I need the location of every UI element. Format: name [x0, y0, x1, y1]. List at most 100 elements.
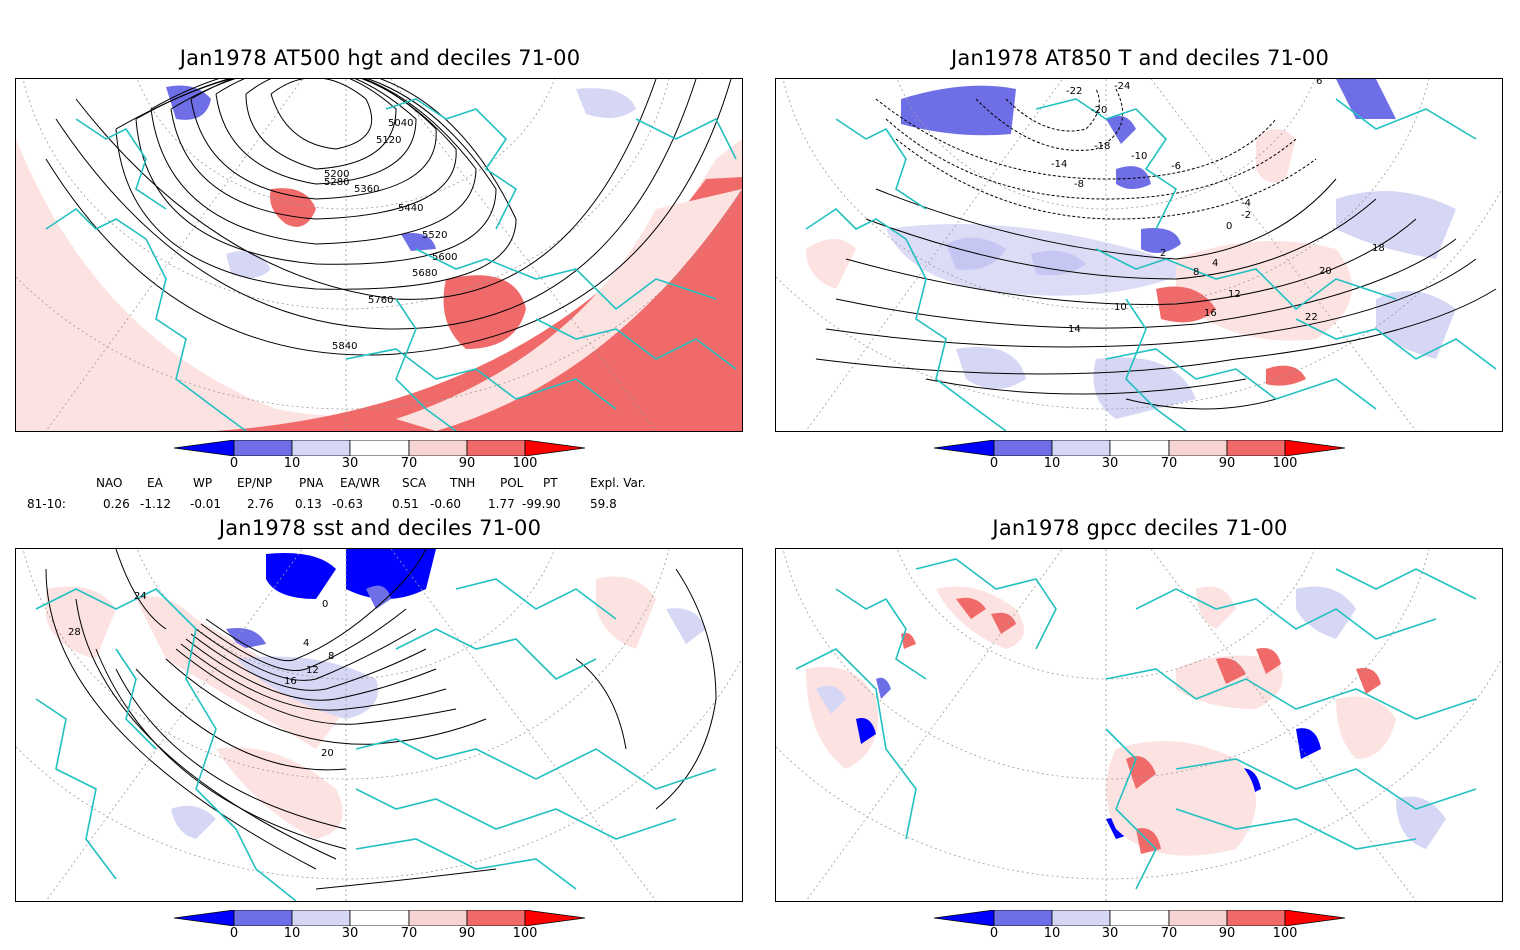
contour-label: 28: [68, 627, 81, 638]
contour-label: -2: [1241, 210, 1251, 221]
colorbar-tick: 100: [512, 926, 538, 941]
contour-label: 8: [328, 651, 334, 662]
colorbar-tick: 100: [1272, 456, 1298, 471]
colorbar-tick: 30: [1101, 456, 1119, 471]
colorbar-tick: 90: [458, 456, 476, 471]
colorbar-tick: 0: [989, 926, 999, 941]
index-header: EP/NP: [237, 476, 273, 490]
contour-label: 5520: [422, 230, 447, 241]
contour-label: 5200: [324, 169, 349, 180]
contour-label: 22: [1305, 312, 1318, 323]
map-t850: -24 -22 -20 -18 -14 -10 -8 -6 -4 -2 0 2 …: [776, 79, 1502, 431]
index-value: 0.51: [392, 497, 419, 511]
contour-label: 4: [303, 638, 309, 649]
map-panel-sst[interactable]: 0 4 8 12 16 20 24 28: [15, 548, 743, 902]
colorbar-tick: 10: [1043, 926, 1061, 941]
colorbar-hgt500: 0 10 30 70 90 100: [174, 440, 586, 480]
contour-label: -18: [1094, 141, 1110, 152]
colorbar-tick: 70: [1160, 456, 1178, 471]
contour-label: 5440: [398, 203, 423, 214]
map-gpcc: [776, 549, 1502, 901]
contour-label: 0: [1226, 221, 1232, 232]
contour-label: 5760: [368, 295, 393, 306]
contour-label: -14: [1051, 159, 1067, 170]
index-value: -0.60: [430, 497, 462, 511]
contour-label: -10: [1131, 151, 1147, 162]
map-panel-hgt500[interactable]: 5040 5120 5200 5280 5360 5440 5520 5600 …: [15, 78, 743, 432]
colorbar-tick: 100: [1272, 926, 1298, 941]
index-value: -0.01: [190, 497, 222, 511]
index-header: EA: [147, 476, 163, 490]
panel-title-hgt500: Jan1978 AT500 hgt and deciles 71-00: [179, 46, 581, 70]
index-header: SCA: [402, 476, 427, 490]
index-header: POL: [500, 476, 524, 490]
contour-label: 18: [1372, 243, 1385, 254]
contour-label: 5680: [412, 268, 437, 279]
index-value: -1.12: [140, 497, 172, 511]
contour-label: 5120: [376, 135, 401, 146]
colorbar-tick: 0: [229, 926, 239, 941]
panel-title-gpcc: Jan1978 gpcc deciles 71-00: [992, 516, 1288, 540]
contour-label: 14: [1068, 324, 1081, 335]
colorbar-tick: 30: [1101, 926, 1119, 941]
colorbar-t850: 0 10 30 70 90 100: [934, 440, 1346, 480]
index-header: EA/WR: [340, 476, 381, 490]
index-value: 59.8: [590, 497, 617, 511]
contour-label: -24: [1114, 81, 1130, 92]
map-panel-t850[interactable]: -24 -22 -20 -18 -14 -10 -8 -6 -4 -2 0 2 …: [775, 78, 1503, 432]
contour-label: 16: [1204, 308, 1217, 319]
colorbar-tick: 70: [400, 456, 418, 471]
colorbar-tick: 10: [1043, 456, 1061, 471]
colorbar-tick: 70: [1160, 926, 1178, 941]
colorbar-gpcc: 0 10 30 70 90 100: [934, 910, 1346, 950]
colorbar-tick: 30: [341, 456, 359, 471]
index-value: 2.76: [247, 497, 274, 511]
colorbar-tick: 30: [341, 926, 359, 941]
index-value: 0.13: [295, 497, 322, 511]
panel-title-t850: Jan1978 AT850 T and deciles 71-00: [950, 46, 1330, 70]
contour-label: -8: [1074, 179, 1084, 190]
index-header: WP: [193, 476, 213, 490]
contour-label: 5280: [324, 177, 349, 188]
colorbar-tick: 10: [283, 456, 301, 471]
index-value: 1.77: [488, 497, 515, 511]
contour-label: 0: [322, 599, 328, 610]
colorbar-tick: 0: [989, 456, 999, 471]
map-panel-gpcc[interactable]: [775, 548, 1503, 902]
colorbar-tick: 0: [229, 456, 239, 471]
index-header: TNH: [450, 476, 476, 490]
index-header: NAO: [96, 476, 123, 490]
contour-label: -22: [1066, 86, 1082, 97]
contour-label: 8: [1193, 267, 1199, 278]
contour-label: 20: [1319, 266, 1332, 277]
contour-label: 12: [306, 665, 319, 676]
colorbar-sst: 0 10 30 70 90 100: [174, 910, 586, 950]
index-header: PT: [543, 476, 558, 490]
contour-label: 10: [1114, 302, 1127, 313]
map-sst: 0 4 8 12 16 20 24 28: [16, 549, 742, 901]
index-header: PNA: [299, 476, 324, 490]
index-row-label: 81-10:: [27, 497, 66, 511]
index-value: -99.90: [522, 497, 561, 511]
map-hgt500: 5040 5120 5200 5280 5360 5440 5520 5600 …: [16, 79, 742, 431]
contour-label: 24: [134, 591, 147, 602]
contour-label: 5360: [354, 184, 379, 195]
colorbar-tick: 10: [283, 926, 301, 941]
colorbar-tick: 90: [1218, 926, 1236, 941]
index-value: -0.63: [332, 497, 364, 511]
colorbar-tick: 70: [400, 926, 418, 941]
panel-title-sst: Jan1978 sst and deciles 71-00: [218, 516, 542, 540]
contour-label: -4: [1241, 198, 1251, 209]
index-header: Expl. Var.: [590, 476, 646, 490]
contour-label: 12: [1228, 289, 1241, 300]
colorbar-tick: 100: [512, 456, 538, 471]
contour-label: 4: [1212, 258, 1218, 269]
index-value: 0.26: [103, 497, 130, 511]
contour-label: -20: [1091, 105, 1107, 116]
contour-label: 5600: [432, 252, 457, 263]
colorbar-tick: 90: [458, 926, 476, 941]
colorbar-tick: 90: [1218, 456, 1236, 471]
contour-label: 6: [1316, 79, 1322, 87]
contour-label: 16: [284, 676, 297, 687]
contour-label: -6: [1171, 161, 1181, 172]
